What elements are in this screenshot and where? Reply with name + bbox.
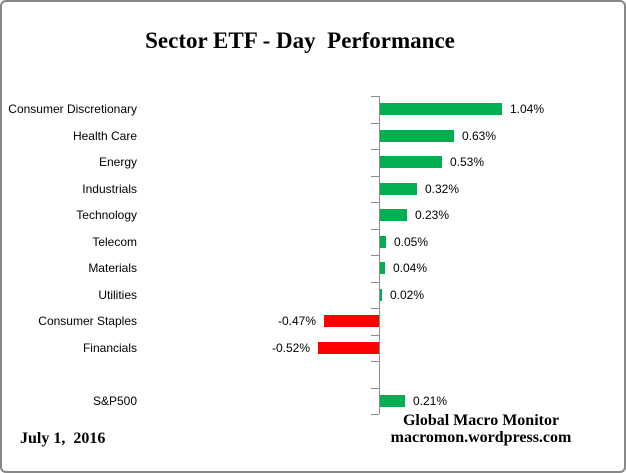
value-label-telecom: 0.05% bbox=[394, 235, 429, 249]
axis-tick bbox=[371, 282, 379, 283]
category-label-industrials: Industrials bbox=[82, 182, 137, 196]
value-label-financials: -0.52% bbox=[271, 341, 310, 355]
axis-tick bbox=[371, 335, 379, 336]
bar-materials bbox=[380, 262, 385, 274]
axis-tick bbox=[371, 96, 379, 97]
credit-line-1: Global Macro Monitor bbox=[402, 412, 560, 429]
category-label-telecom: Telecom bbox=[92, 235, 137, 249]
axis-tick bbox=[371, 388, 379, 389]
bar-consumer-discretionary bbox=[380, 103, 502, 115]
category-label-consumer-discretionary: Consumer Discretionary bbox=[8, 102, 137, 116]
bar-health-care bbox=[380, 130, 454, 142]
value-label-consumer-staples: -0.47% bbox=[277, 314, 316, 328]
axis-tick bbox=[371, 202, 379, 203]
category-label-utilities: Utilities bbox=[98, 288, 137, 302]
value-label-energy: 0.53% bbox=[450, 155, 485, 169]
axis-tick bbox=[371, 255, 379, 256]
value-label-technology: 0.23% bbox=[415, 208, 450, 222]
credit-line-2: macromon.wordpress.com bbox=[390, 429, 572, 446]
bar-energy bbox=[380, 156, 442, 168]
bar-financials bbox=[318, 342, 379, 354]
bar-industrials bbox=[380, 183, 417, 195]
value-label-s-p500: 0.21% bbox=[413, 394, 448, 408]
date-label: July 1, 2016 bbox=[20, 430, 106, 447]
axis-tick bbox=[371, 229, 379, 230]
axis-tick bbox=[371, 149, 379, 150]
category-label-financials: Financials bbox=[82, 341, 137, 355]
category-label-health-care: Health Care bbox=[72, 129, 137, 143]
axis-tick bbox=[371, 123, 379, 124]
value-axis-line bbox=[379, 96, 380, 414]
category-label-energy: Energy bbox=[98, 155, 137, 169]
axis-tick bbox=[371, 361, 379, 362]
axis-tick bbox=[371, 414, 379, 415]
bar-s-p500 bbox=[380, 395, 405, 407]
axis-tick bbox=[371, 176, 379, 177]
category-label-s-p500: S&P500 bbox=[92, 394, 137, 408]
category-label-materials: Materials bbox=[88, 261, 137, 275]
value-label-health-care: 0.63% bbox=[462, 129, 497, 143]
chart-title: Sector ETF - Day Performance bbox=[145, 28, 455, 53]
bar-telecom bbox=[380, 236, 386, 248]
bar-consumer-staples bbox=[324, 315, 379, 327]
bar-technology bbox=[380, 209, 407, 221]
value-label-utilities: 0.02% bbox=[390, 288, 425, 302]
value-label-materials: 0.04% bbox=[393, 261, 428, 275]
value-label-industrials: 0.32% bbox=[425, 182, 460, 196]
value-label-consumer-discretionary: 1.04% bbox=[510, 102, 545, 116]
category-label-technology: Technology bbox=[76, 208, 137, 222]
bar-utilities bbox=[380, 289, 382, 301]
category-label-consumer-staples: Consumer Staples bbox=[38, 314, 137, 328]
axis-tick bbox=[371, 308, 379, 309]
credit-block: Global Macro Monitor macromon.wordpress.… bbox=[331, 412, 624, 446]
